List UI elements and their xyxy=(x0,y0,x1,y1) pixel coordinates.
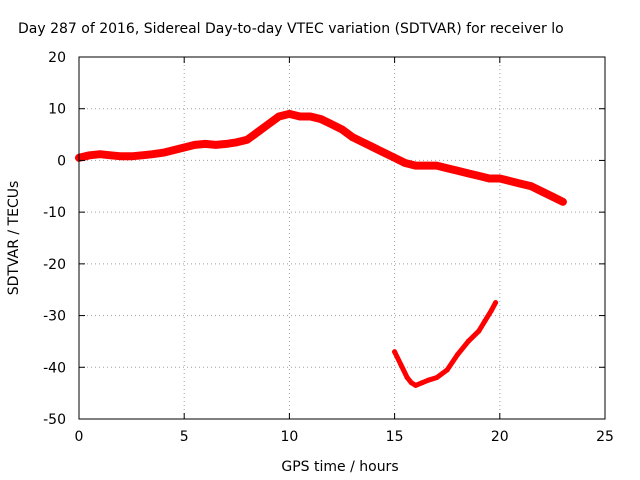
data-point xyxy=(202,141,208,147)
x-tick-label: 10 xyxy=(280,429,298,445)
x-tick-label: 0 xyxy=(75,429,84,445)
data-point xyxy=(381,150,387,156)
x-tick-label: 20 xyxy=(491,429,509,445)
data-point xyxy=(398,362,404,368)
data-point xyxy=(425,377,431,383)
data-point xyxy=(139,152,145,158)
y-tick-label: 10 xyxy=(48,102,66,118)
data-point xyxy=(455,351,461,357)
y-tick-label: -10 xyxy=(43,205,66,221)
series-lower-arc xyxy=(392,300,499,388)
y-tick-label: -40 xyxy=(43,360,66,376)
chart-title: Day 287 of 2016, Sidereal Day-to-day VTE… xyxy=(18,21,564,37)
data-point xyxy=(444,367,450,373)
plot-frame xyxy=(78,56,606,420)
data-point xyxy=(223,141,229,147)
x-axis-label: GPS time / hours xyxy=(281,459,398,475)
data-point xyxy=(181,145,187,150)
x-tick-label: 5 xyxy=(180,429,189,445)
data-point xyxy=(413,382,419,388)
data-point xyxy=(392,349,398,355)
data-point xyxy=(488,307,494,313)
data-point xyxy=(507,178,513,184)
data-point xyxy=(455,168,461,174)
data-point xyxy=(265,121,271,127)
y-tick-label: -20 xyxy=(43,257,66,273)
data-point xyxy=(486,176,492,181)
data-point xyxy=(392,155,398,161)
data-point xyxy=(192,142,198,148)
data-point xyxy=(97,151,103,157)
grid xyxy=(79,57,605,419)
y-tick-label: -30 xyxy=(43,309,66,325)
data-point xyxy=(371,145,377,150)
data-point xyxy=(108,152,114,158)
y-axis-label: SDTVAR / TECUs xyxy=(6,181,22,296)
data-point xyxy=(434,375,440,381)
data-point xyxy=(360,139,366,145)
data-point xyxy=(297,114,303,119)
data-point xyxy=(476,328,482,334)
data-point xyxy=(150,151,156,157)
data-point xyxy=(244,137,250,143)
data-point xyxy=(213,142,219,148)
data-point xyxy=(318,116,324,122)
data-point xyxy=(465,170,471,176)
data-point xyxy=(350,134,355,140)
data-point xyxy=(482,318,488,324)
data-point xyxy=(528,183,534,189)
y-tick-label: 20 xyxy=(48,50,66,66)
data-point xyxy=(339,126,345,132)
y-tick-label: -50 xyxy=(43,412,66,428)
data-point xyxy=(234,139,240,145)
data-point xyxy=(402,160,408,166)
data-point xyxy=(307,114,313,119)
data-point xyxy=(408,380,414,386)
data-point xyxy=(255,129,261,135)
data-point xyxy=(404,375,410,381)
axis-ticks: 0 5 10 15 20 25 -50 -40 -30 -20 -10 0 10 20 xyxy=(43,50,614,445)
series-main-band xyxy=(75,109,567,206)
data-point xyxy=(560,199,566,205)
data-point xyxy=(160,150,166,156)
y-tick-label: 0 xyxy=(57,153,66,169)
data-point xyxy=(497,176,503,181)
data-point xyxy=(539,189,545,194)
data-point xyxy=(518,181,524,187)
data-point xyxy=(329,121,334,127)
data-point xyxy=(423,163,429,169)
data-point xyxy=(276,114,282,119)
data-point xyxy=(413,163,419,169)
x-tick-label: 15 xyxy=(386,429,404,445)
data-point xyxy=(476,173,482,179)
data-point xyxy=(286,111,292,117)
data-point xyxy=(171,147,177,153)
data-point xyxy=(465,338,471,344)
data-point xyxy=(419,380,425,386)
data-point xyxy=(444,165,450,171)
x-tick-label: 25 xyxy=(596,429,614,445)
data-point xyxy=(87,152,92,158)
data-point xyxy=(549,194,555,200)
data-point xyxy=(434,163,440,169)
data-series xyxy=(75,109,567,388)
data-point xyxy=(118,153,124,159)
data-point xyxy=(493,300,499,306)
data-point xyxy=(129,153,135,159)
